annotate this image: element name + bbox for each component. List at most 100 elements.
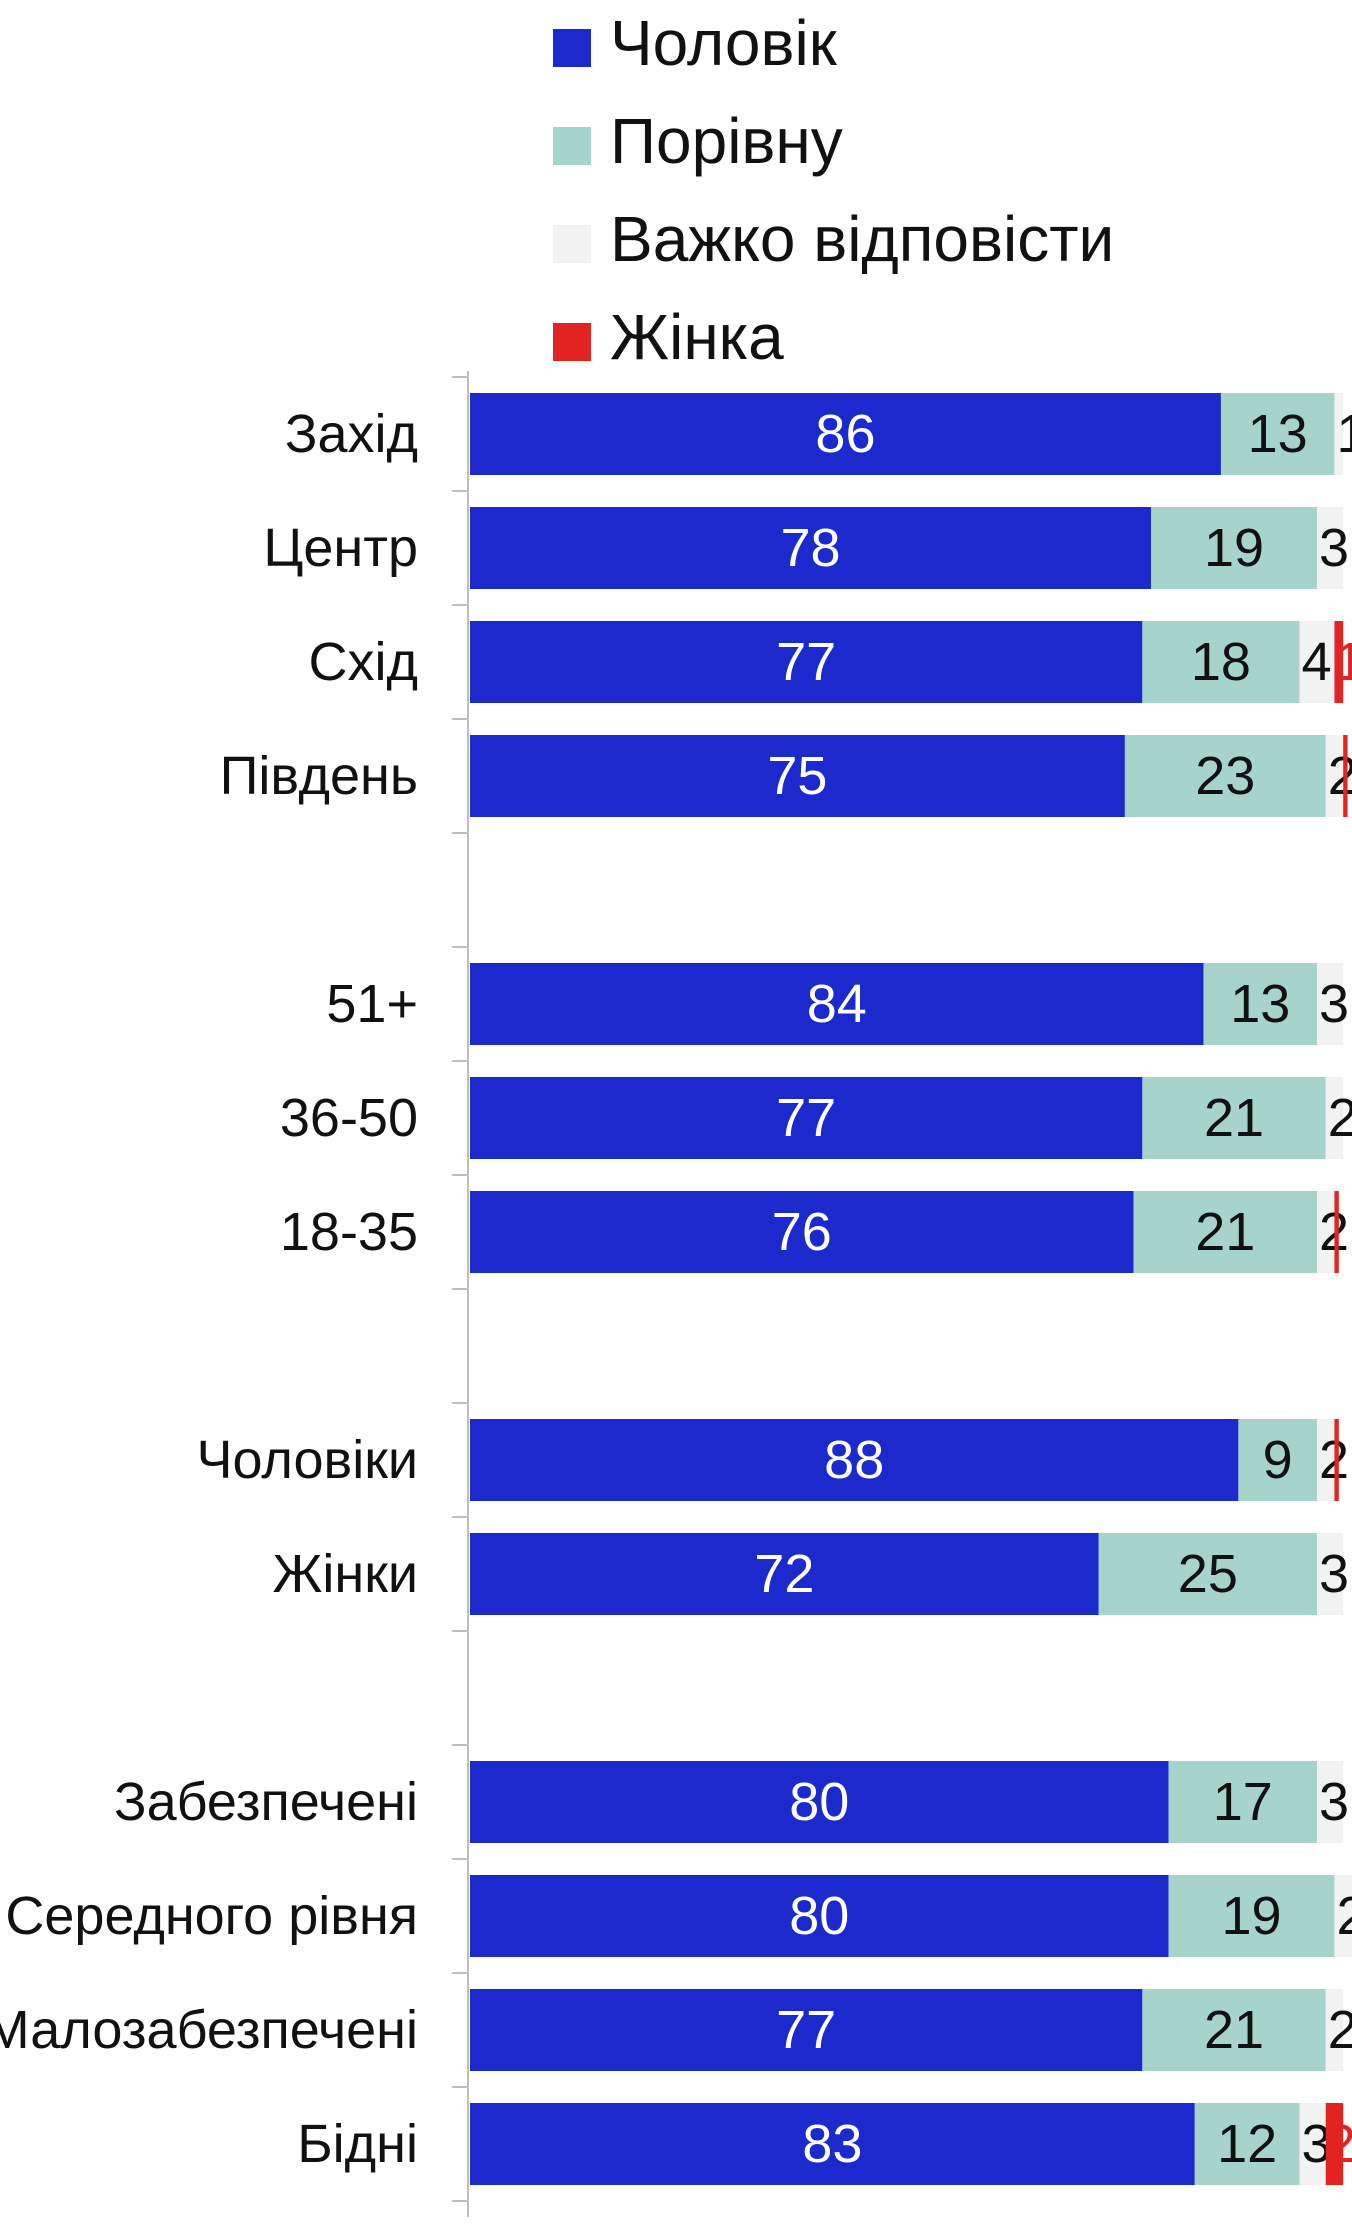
- bar-row: 75 23 2: [470, 735, 1352, 817]
- bar-row: 76 21 2: [470, 1191, 1349, 1273]
- legend-label-women: Жінка: [610, 301, 784, 373]
- value-label-hard: 4: [1302, 632, 1332, 692]
- bar-segment-women: [1334, 1419, 1339, 1501]
- legend-swatch-hard: [553, 225, 591, 263]
- bar-row: 78 19 3: [470, 507, 1349, 589]
- value-label-men: 83: [802, 2114, 862, 2174]
- bar-segment-hard: [1316, 1533, 1344, 1615]
- bar-segment-equal: [1124, 735, 1326, 817]
- bar-segment-men: [470, 1419, 1239, 1501]
- bar-row: 77 21 2: [470, 1989, 1352, 2071]
- value-label-men: 72: [754, 1544, 814, 1604]
- value-label-equal: 19: [1221, 1886, 1281, 1946]
- value-label-men: 75: [767, 746, 827, 806]
- category-label: Захід: [285, 404, 418, 464]
- category-label: Забезпечені: [114, 1772, 418, 1832]
- value-label-men: 88: [824, 1430, 884, 1490]
- category-label: Бідні: [297, 2114, 418, 2174]
- value-label-men: 78: [781, 518, 841, 578]
- value-label-equal: 21: [1204, 2000, 1264, 2060]
- value-label-equal: 23: [1195, 746, 1255, 806]
- category-label: Жінки: [273, 1544, 418, 1604]
- bar-row: 77 18 4 1: [470, 621, 1352, 703]
- value-label-equal: 17: [1213, 1772, 1273, 1832]
- value-label-hard: 3: [1319, 518, 1349, 578]
- value-label-equal: 21: [1195, 1202, 1255, 1262]
- bar-segment-equal: [1142, 1077, 1326, 1159]
- value-label-equal: 25: [1178, 1544, 1238, 1604]
- bar-row: 83 12 32: [470, 2103, 1352, 2185]
- value-label-equal: 19: [1204, 518, 1264, 578]
- bar-row: 77 21 2: [470, 1077, 1352, 1159]
- bar-segment-women: [1334, 1191, 1339, 1273]
- bar-segment-equal: [1203, 963, 1317, 1045]
- bar-segment-equal: [1220, 393, 1335, 475]
- value-label-men: 80: [789, 1886, 849, 1946]
- legend-label-hard: Важко відповісти: [610, 203, 1114, 275]
- bar-segment-men: [470, 1761, 1169, 1843]
- bar-segment-men: [470, 963, 1204, 1045]
- bar-segment-hard: [1325, 1077, 1344, 1159]
- value-label-equal: 13: [1230, 974, 1290, 1034]
- bar-segment-hard: [1299, 2103, 1326, 2185]
- value-label-hard: 3: [1319, 974, 1349, 1034]
- value-label-hard: 1: [1336, 404, 1352, 464]
- bar-segment-equal: [1098, 1533, 1317, 1615]
- bar-segment-men: [470, 1077, 1143, 1159]
- legend-swatch-women: [553, 323, 591, 361]
- bar-row: 80 19 2: [470, 1875, 1352, 1957]
- bar-segment-men: [470, 1875, 1169, 1957]
- value-label-hard: 3: [1319, 1544, 1349, 1604]
- bar-segment-hard: [1316, 1191, 1335, 1273]
- bar-row: 72 25 3: [470, 1533, 1349, 1615]
- category-label: Середного рівня: [5, 1886, 418, 1946]
- category-label: Схід: [308, 632, 418, 692]
- bar-segment-equal: [1142, 621, 1300, 703]
- bar-segment-men: [470, 735, 1125, 817]
- value-label-hard: 3: [1319, 1772, 1349, 1832]
- value-label-equal: 21: [1204, 1088, 1264, 1148]
- bar-segment-equal: [1151, 507, 1317, 589]
- bar-row: 84 13 3: [470, 963, 1349, 1045]
- bar-segment-men: [470, 621, 1143, 703]
- value-label-hard: 2: [1319, 1202, 1349, 1262]
- bar-segment-equal: [1194, 2103, 1300, 2185]
- bar-segment-equal: [1238, 1419, 1317, 1501]
- value-label-women: 2: [1326, 2114, 1352, 2174]
- bars-area: 86 13 178 19 377 18 4 175 23 284 13 377 21 276 21 288 9 2…: [470, 393, 1352, 2185]
- legend-label-equal: Порівну: [610, 105, 843, 177]
- value-label-hard: 2: [1328, 746, 1352, 806]
- bar-row: 88 9 2: [470, 1419, 1349, 1501]
- bar-segment-women: [1343, 735, 1348, 817]
- category-label: Південь: [220, 746, 418, 806]
- chart-legend: Чоловік Порівну Важко відповісти Жінка: [553, 7, 1114, 373]
- category-label: 18-35: [280, 1202, 418, 1262]
- bar-segment-equal: [1142, 1989, 1326, 2071]
- bar-segment-hard: [1334, 393, 1344, 475]
- value-label-equal: 9: [1263, 1430, 1293, 1490]
- value-label-hard: 2: [1319, 1430, 1349, 1490]
- bar-segment-men: [470, 1989, 1143, 2071]
- value-label-men: 77: [776, 1088, 836, 1148]
- bar-segment-men: [470, 1191, 1134, 1273]
- bar-segment-women: [1334, 621, 1344, 703]
- value-label-hard: 2: [1328, 2000, 1352, 2060]
- bar-row: 86 13 1: [470, 393, 1352, 475]
- value-label-men: 76: [772, 1202, 832, 1262]
- category-label: 51+: [326, 974, 418, 1034]
- bar-segment-men: [470, 1533, 1099, 1615]
- bar-segment-hard: [1334, 1875, 1352, 1957]
- value-label-men: 84: [807, 974, 867, 1034]
- legend-label-men: Чоловік: [610, 7, 838, 79]
- category-labels: Захід Центр Схід Південь 51+ 36-50 18-35 Чолові…: [0, 404, 418, 2174]
- bar-segment-hard: [1316, 963, 1344, 1045]
- value-label-equal: 18: [1191, 632, 1251, 692]
- bar-segment-women: [1325, 2103, 1344, 2185]
- value-label-women: 1: [1334, 632, 1352, 692]
- category-axis: [452, 371, 469, 2217]
- value-label-equal: 12: [1217, 2114, 1277, 2174]
- bar-segment-equal: [1168, 1875, 1335, 1957]
- category-label: 36-50: [280, 1088, 418, 1148]
- value-label-equal: 13: [1248, 404, 1308, 464]
